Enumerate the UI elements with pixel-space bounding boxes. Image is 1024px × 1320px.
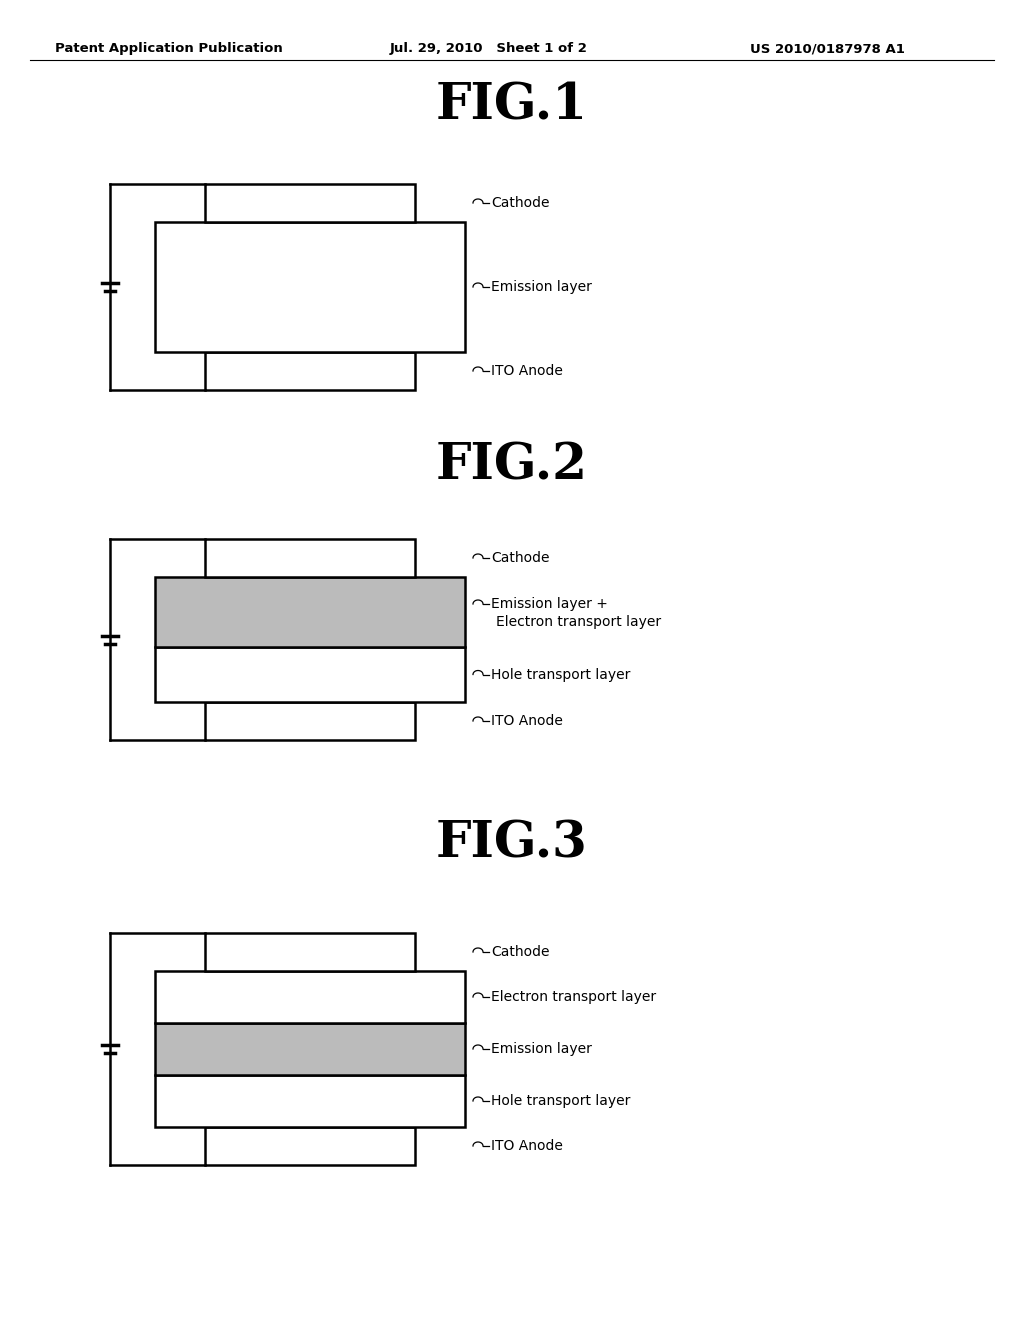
Text: ITO Anode: ITO Anode bbox=[490, 1139, 563, 1152]
Bar bbox=[205, 1127, 415, 1166]
Text: FIG.3: FIG.3 bbox=[436, 820, 588, 869]
Bar bbox=[205, 933, 415, 972]
Text: Patent Application Publication: Patent Application Publication bbox=[55, 42, 283, 55]
Bar bbox=[205, 352, 415, 389]
Text: FIG.1: FIG.1 bbox=[436, 82, 588, 131]
Text: ITO Anode: ITO Anode bbox=[490, 714, 563, 729]
Text: Emission layer: Emission layer bbox=[490, 280, 592, 294]
Bar bbox=[205, 183, 415, 222]
Text: Hole transport layer: Hole transport layer bbox=[490, 668, 631, 681]
Bar bbox=[155, 1074, 465, 1127]
Text: Hole transport layer: Hole transport layer bbox=[490, 1094, 631, 1107]
Text: FIG.2: FIG.2 bbox=[436, 442, 588, 491]
Text: US 2010/0187978 A1: US 2010/0187978 A1 bbox=[750, 42, 905, 55]
Text: Electron transport layer: Electron transport layer bbox=[496, 615, 662, 630]
Bar bbox=[155, 972, 465, 1023]
Text: Jul. 29, 2010   Sheet 1 of 2: Jul. 29, 2010 Sheet 1 of 2 bbox=[390, 42, 588, 55]
Bar bbox=[155, 577, 465, 647]
Text: Emission layer +: Emission layer + bbox=[490, 597, 608, 611]
Text: Emission layer: Emission layer bbox=[490, 1041, 592, 1056]
Text: Electron transport layer: Electron transport layer bbox=[490, 990, 656, 1005]
Text: Cathode: Cathode bbox=[490, 195, 550, 210]
Text: ITO Anode: ITO Anode bbox=[490, 364, 563, 378]
Bar bbox=[155, 647, 465, 702]
Bar bbox=[205, 702, 415, 741]
Bar bbox=[155, 222, 465, 352]
Bar bbox=[155, 1023, 465, 1074]
Text: Cathode: Cathode bbox=[490, 945, 550, 960]
Text: Cathode: Cathode bbox=[490, 550, 550, 565]
Bar bbox=[205, 539, 415, 577]
